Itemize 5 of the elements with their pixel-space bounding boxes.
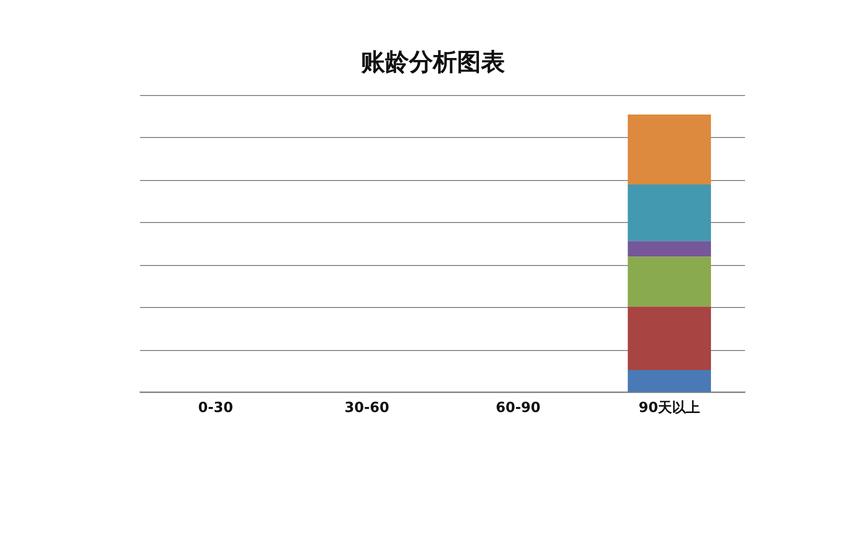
x-tick-label: 30-60 — [344, 400, 390, 416]
chart-title: 账龄分析图表 — [360, 47, 506, 78]
x-tick-label: 0-30 — [198, 400, 234, 416]
x-tick-label: 60-90 — [496, 400, 541, 416]
x-tick-label: 90天以上 — [638, 400, 700, 416]
